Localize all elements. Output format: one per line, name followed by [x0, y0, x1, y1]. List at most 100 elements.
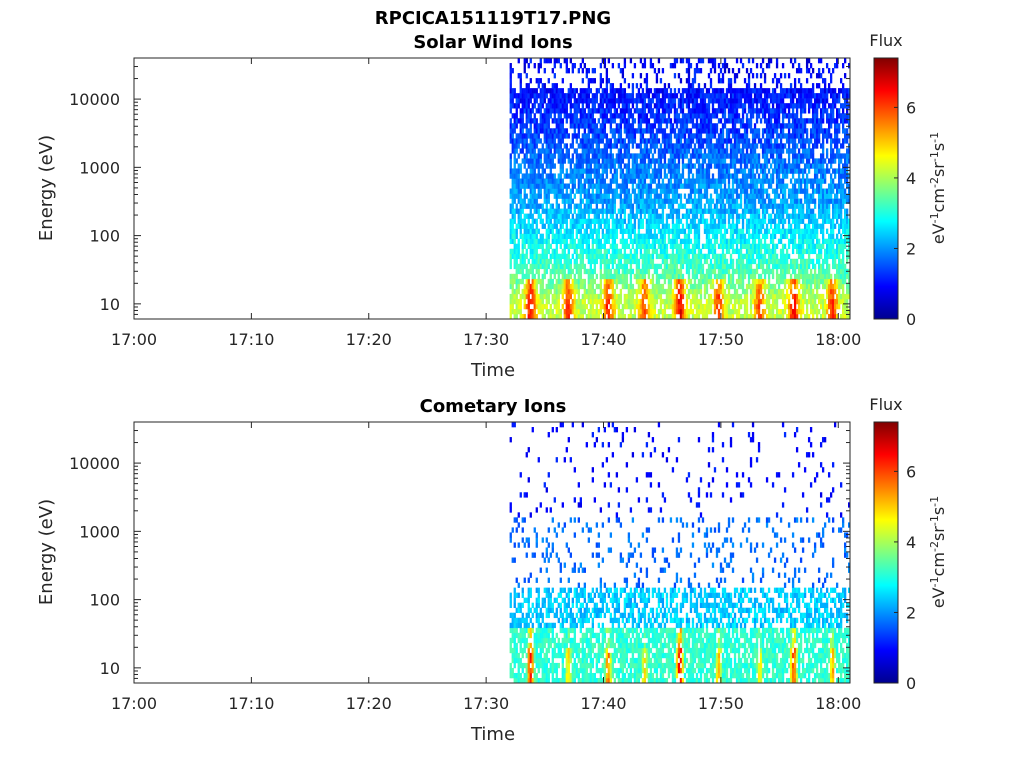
heatmap-cell [609, 128, 613, 134]
heatmap-cell [691, 218, 695, 224]
heatmap-cell [759, 273, 763, 280]
heatmap-cell [755, 213, 759, 219]
heatmap-cell [551, 93, 554, 99]
heatmap-cell [733, 268, 737, 275]
heatmap-cell [569, 208, 572, 214]
heatmap-cell [711, 108, 715, 114]
heatmap-cell [645, 268, 649, 275]
heatmap-cell [535, 283, 538, 290]
heatmap-cell [549, 133, 552, 139]
heatmap-cell [671, 143, 675, 149]
heatmap-cell [751, 133, 755, 139]
heatmap-cell [569, 118, 572, 124]
heatmap-cell [519, 278, 522, 285]
heatmap-cell [531, 298, 534, 305]
heatmap-cell [623, 193, 627, 199]
heatmap-cell [531, 138, 534, 144]
heatmap-cell [511, 218, 514, 224]
heatmap-cell [657, 93, 661, 99]
heatmap-cell [531, 253, 534, 260]
heatmap-cell [641, 93, 645, 99]
heatmap-cell [531, 203, 534, 209]
heatmap-cell [673, 208, 677, 214]
heatmap-cell [683, 163, 687, 169]
heatmap-cell [713, 243, 717, 250]
heatmap-cell [559, 288, 562, 295]
heatmap-cell [637, 303, 641, 310]
heatmap-cell [541, 303, 544, 310]
heatmap-cell [553, 253, 556, 260]
heatmap-cell [603, 238, 607, 245]
heatmap-cell [681, 278, 685, 285]
heatmap-cell [761, 308, 765, 315]
heatmap-cell [637, 168, 641, 174]
heatmap-cell [761, 68, 765, 74]
heatmap-cell [583, 298, 586, 305]
heatmap-cell [739, 203, 743, 209]
heatmap-cell [541, 93, 544, 99]
heatmap-cell [665, 148, 669, 154]
heatmap-cell [731, 308, 735, 315]
heatmap-cell [679, 178, 683, 184]
heatmap-cell [513, 143, 516, 149]
heatmap-cell [581, 78, 584, 84]
heatmap-cell [513, 138, 516, 144]
heatmap-cell [721, 138, 725, 144]
heatmap-cell [603, 243, 607, 250]
heatmap-cell [633, 213, 637, 219]
heatmap-cell [561, 123, 564, 129]
heatmap-cell [641, 283, 645, 290]
heatmap-cell [637, 283, 641, 290]
heatmap-cell [605, 173, 609, 179]
heatmap-cell [737, 293, 741, 300]
heatmap-cell [669, 88, 673, 94]
heatmap-cell [695, 128, 699, 134]
heatmap-cell [675, 228, 679, 234]
heatmap-cell [525, 293, 528, 300]
heatmap-cell [583, 208, 586, 214]
heatmap-cell [621, 218, 625, 224]
heatmap-cell [643, 128, 647, 134]
heatmap-cell [737, 268, 741, 275]
heatmap-cell [545, 158, 548, 164]
heatmap-cell [671, 308, 675, 315]
heatmap-cell [551, 98, 554, 104]
heatmap-cell [535, 198, 538, 204]
heatmap-cell [759, 93, 763, 99]
heatmap-cell [569, 113, 572, 119]
heatmap-cell [513, 253, 516, 260]
heatmap-cell [721, 303, 725, 310]
heatmap-cell [579, 188, 582, 194]
heatmap-cell [595, 173, 599, 179]
heatmap-cell [615, 128, 619, 134]
heatmap-cell [607, 268, 611, 275]
heatmap-cell [687, 83, 691, 89]
heatmap-cell [745, 68, 749, 74]
heatmap-cell [595, 188, 599, 194]
heatmap-cell [761, 98, 765, 104]
heatmap-cell [517, 133, 520, 139]
heatmap-cell [645, 243, 649, 250]
heatmap-cell [525, 178, 528, 184]
heatmap-cell [539, 243, 542, 250]
heatmap-cell [591, 313, 594, 320]
heatmap-cell [663, 98, 667, 104]
heatmap-cell [637, 308, 641, 315]
heatmap-cell [567, 208, 570, 214]
heatmap-cell [745, 253, 749, 260]
heatmap-cell [751, 208, 755, 214]
heatmap-cell [561, 93, 564, 99]
heatmap-cell [529, 233, 532, 239]
heatmap-cell [667, 188, 671, 194]
heatmap-cell [677, 128, 681, 134]
heatmap-cell [661, 313, 665, 320]
heatmap-cell [683, 258, 687, 265]
heatmap-cell [553, 63, 556, 69]
heatmap-cell [607, 258, 611, 265]
heatmap-cell [731, 193, 735, 199]
heatmap-cell [531, 233, 534, 239]
heatmap-cell [593, 228, 596, 234]
heatmap-cell [511, 253, 514, 260]
heatmap-cell [529, 143, 532, 149]
heatmap-cell [649, 178, 653, 184]
